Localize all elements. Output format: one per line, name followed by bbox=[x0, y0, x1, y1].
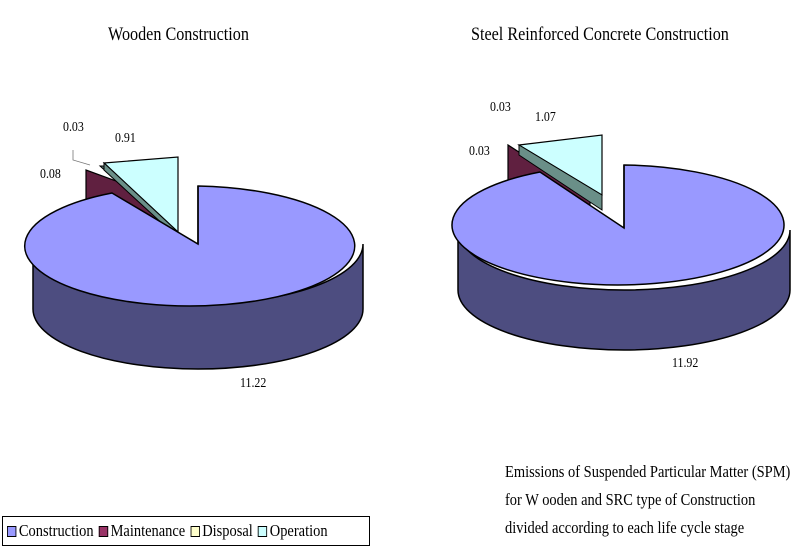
left-pie bbox=[24, 150, 364, 370]
legend-item-maintenance: Maintenance bbox=[98, 521, 185, 541]
left-label-construction: 11.22 bbox=[240, 376, 267, 391]
left-chart-title: Wooden Construction bbox=[108, 24, 249, 45]
right-label-construction: 11.92 bbox=[672, 356, 699, 371]
construction-swatch-icon bbox=[7, 525, 17, 537]
right-label-disposal: 0.03 bbox=[490, 100, 511, 115]
caption-line-3: divided according to each life cycle sta… bbox=[505, 518, 745, 537]
legend-item-disposal: Disposal bbox=[190, 521, 253, 541]
right-chart-title: Steel Reinforced Concrete Construction bbox=[471, 24, 729, 45]
right-label-operation: 1.07 bbox=[535, 110, 556, 125]
maintenance-swatch-icon bbox=[98, 525, 109, 537]
left-label-maintenance: 0.08 bbox=[40, 167, 61, 182]
disposal-swatch-icon bbox=[190, 525, 200, 537]
right-label-maintenance: 0.03 bbox=[469, 144, 490, 159]
caption-line-2: for W ooden and SRC type of Construction bbox=[505, 490, 756, 509]
legend-item-construction: Construction bbox=[7, 521, 94, 541]
caption-line-1: Emissions of Suspended Particular Matter… bbox=[505, 462, 791, 481]
operation-swatch-icon bbox=[257, 525, 268, 537]
chart-caption: Emissions of Suspended Particular Matter… bbox=[505, 458, 790, 542]
left-label-disposal: 0.03 bbox=[63, 120, 84, 135]
right-pie bbox=[451, 134, 791, 351]
legend-item-operation: Operation bbox=[257, 521, 328, 541]
left-label-operation: 0.91 bbox=[115, 131, 136, 146]
chart-legend: Construction Maintenance Disposal Operat… bbox=[2, 516, 370, 546]
